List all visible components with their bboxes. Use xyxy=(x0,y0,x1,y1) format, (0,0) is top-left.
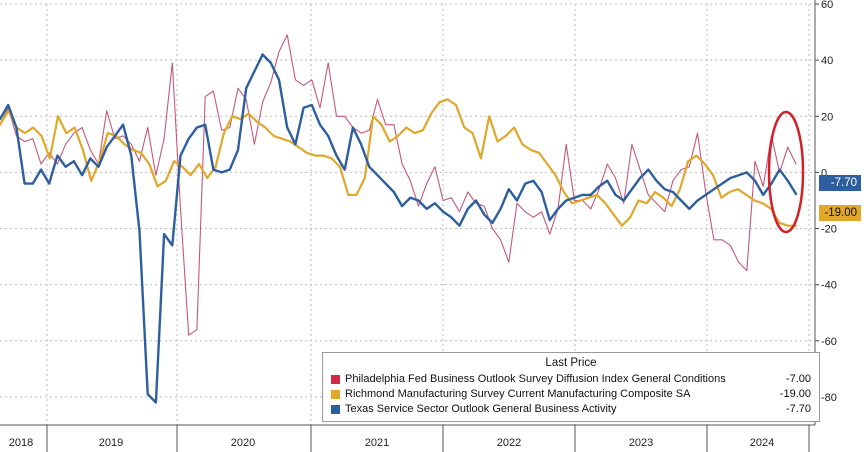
x-tick-label: 2020 xyxy=(231,437,255,449)
legend-value-richmond: -19.00 xyxy=(779,388,811,400)
x-tick-label: 2018 xyxy=(9,437,33,449)
y-tick-label: -20 xyxy=(821,224,837,236)
legend-row-richmond: Richmond Manufacturing Survey Current Ma… xyxy=(331,388,811,402)
y-tick-label: -60 xyxy=(821,336,837,348)
series-layer xyxy=(0,34,798,404)
y-tick-label: -80 xyxy=(821,392,837,404)
axis-layer: 60 40 20 0 -20 -40 -60 -80 2018 2019 2020 2021 2022 2… xyxy=(0,0,837,452)
x-tick-label: 2023 xyxy=(629,437,653,449)
y-tick-label: 0 xyxy=(821,167,827,179)
x-tick-label: 2019 xyxy=(99,437,123,449)
legend-title: Last Price xyxy=(545,357,597,369)
x-tick-label: 2022 xyxy=(497,437,521,449)
legend-swatch-texas xyxy=(331,405,340,414)
y-tick-label: 40 xyxy=(821,55,833,67)
x-tick-label: 2021 xyxy=(365,437,389,449)
last-value-tag-texas: -7.70 xyxy=(819,175,861,191)
highlight-circle xyxy=(767,110,805,234)
last-value-tag-richmond: -19.00 xyxy=(819,205,861,221)
y-tick-label: 60 xyxy=(821,0,833,11)
legend-value-philadelphia: -7.00 xyxy=(785,373,811,385)
series-line-philadelphia xyxy=(0,34,797,336)
legend-row-philadelphia: Philadelphia Fed Business Outlook Survey… xyxy=(331,373,811,387)
series-line-texas xyxy=(0,53,798,404)
legend-label-philadelphia: Philadelphia Fed Business Outlook Survey… xyxy=(345,373,726,385)
legend: Last Price Philadelphia Fed Business Out… xyxy=(322,352,820,422)
legend-swatch-richmond xyxy=(331,390,340,399)
grid-layer xyxy=(0,3,815,425)
series-line-richmond xyxy=(0,98,798,227)
legend-row-texas: Texas Service Sector Outlook General Bus… xyxy=(331,403,811,417)
y-tick-label: 20 xyxy=(821,111,833,123)
legend-value-texas: -7.70 xyxy=(785,403,811,415)
legend-label-richmond: Richmond Manufacturing Survey Current Ma… xyxy=(345,388,691,400)
x-tick-label: 2024 xyxy=(750,437,774,449)
legend-swatch-philadelphia xyxy=(331,375,340,384)
y-tick-label: -40 xyxy=(821,280,837,292)
legend-label-texas: Texas Service Sector Outlook General Bus… xyxy=(345,403,617,415)
